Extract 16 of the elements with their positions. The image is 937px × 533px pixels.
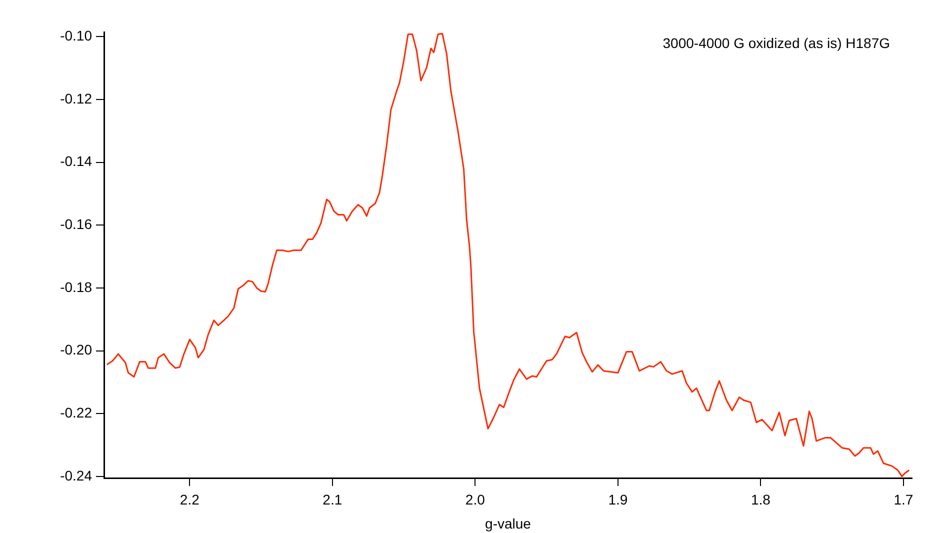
y-tick-label: -0.22 (60, 404, 92, 420)
y-tick-label: -0.12 (60, 90, 92, 106)
x-tick-label: 1.9 (608, 491, 628, 508)
y-tick-label: -0.20 (60, 342, 92, 358)
y-tick-label: -0.10 (60, 28, 92, 44)
y-tick-label: -0.24 (60, 467, 92, 484)
x-tick-label: 1.7 (894, 491, 914, 508)
annotation: 3000-4000 G oxidized (as is) H187G (662, 34, 890, 51)
y-tick-label: -0.14 (60, 153, 92, 170)
x-tick-label: 2.0 (465, 491, 486, 508)
y-tick-label: -0.16 (60, 216, 92, 232)
x-tick-label: 1.8 (750, 491, 771, 508)
x-tick-label: 2.2 (180, 491, 200, 508)
y-tick-label: -0.18 (60, 278, 92, 295)
x-axis-title: g-value (485, 515, 532, 532)
x-tick-label: 2.1 (322, 491, 342, 508)
